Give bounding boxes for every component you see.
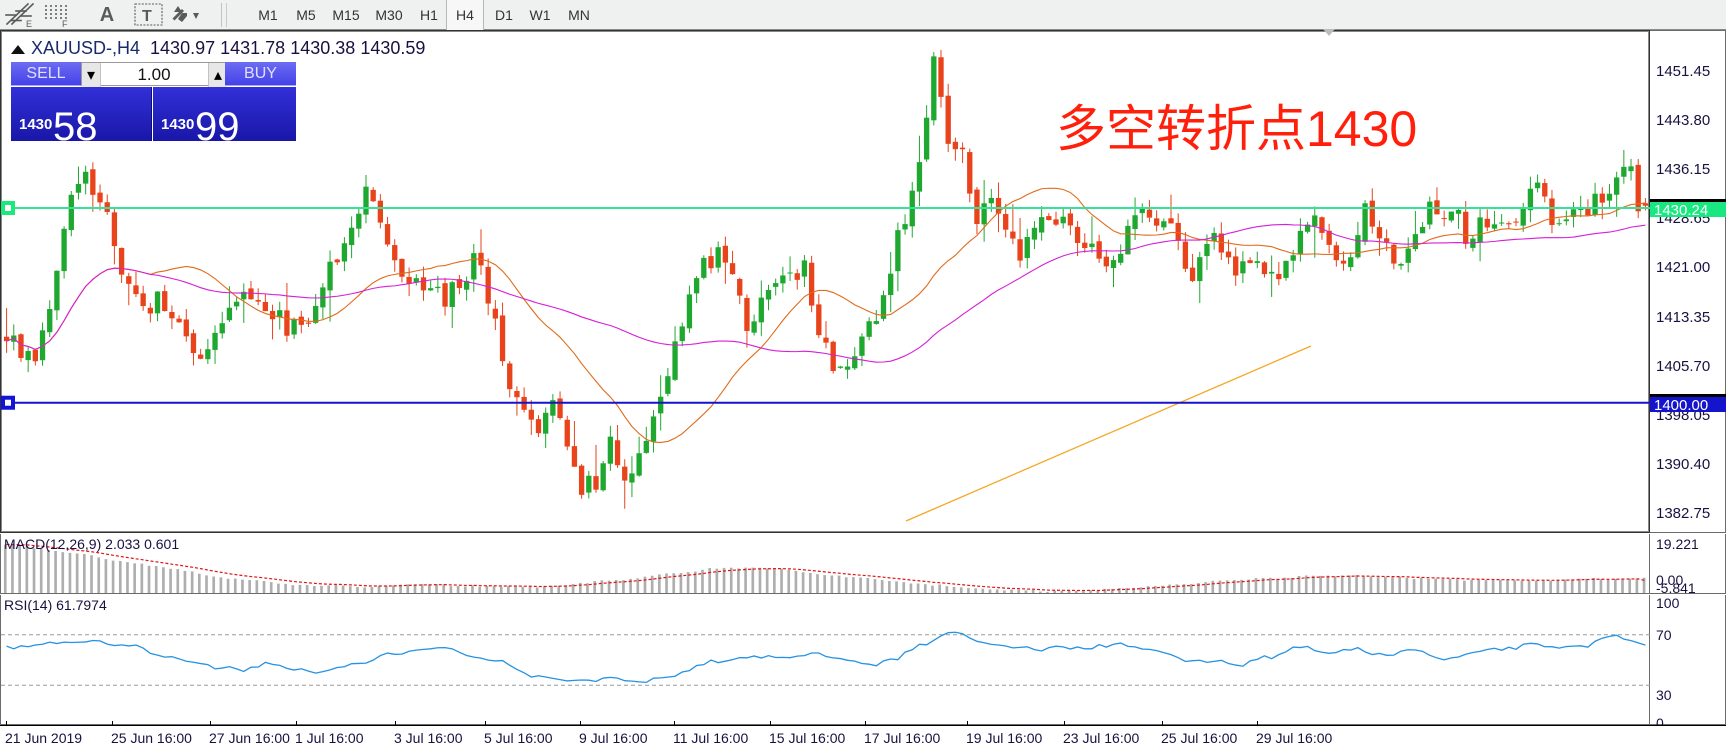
svg-text:E: E [26, 19, 32, 28]
svg-text:T: T [142, 8, 152, 25]
svg-text:F: F [62, 19, 68, 28]
